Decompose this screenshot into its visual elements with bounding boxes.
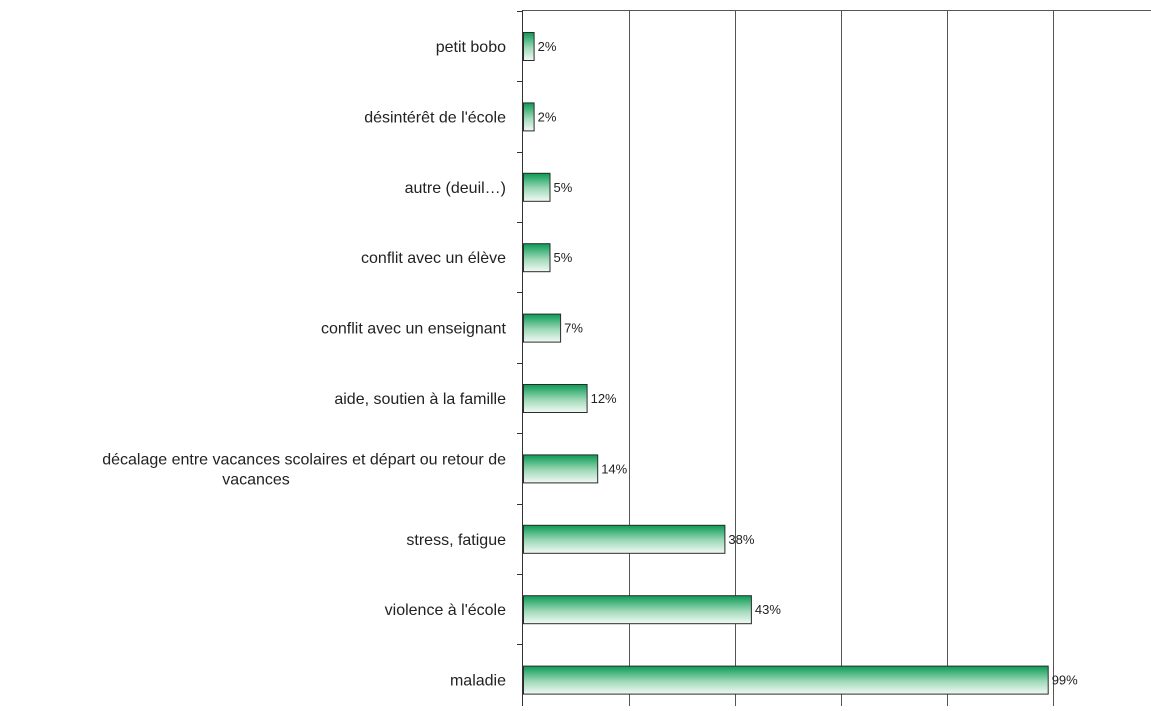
axis-layer [517, 10, 523, 706]
data-label-3: 5% [554, 250, 573, 265]
bar-3 [523, 243, 551, 273]
bar-layer [523, 32, 1049, 695]
category-label-5: aide, soutien à la famille [334, 391, 506, 408]
bar-5 [523, 384, 588, 413]
bar-9 [523, 665, 1049, 695]
data-label-2: 5% [554, 180, 573, 195]
category-label-line: vacances [222, 471, 290, 488]
bar-8 [523, 595, 752, 625]
data-label-7: 38% [728, 532, 754, 547]
bar-7 [523, 524, 726, 554]
bar-6 [523, 454, 599, 484]
data-label-1: 2% [538, 109, 557, 124]
bar-4 [523, 313, 562, 343]
category-label-9: maladie [450, 673, 506, 690]
category-label-6: décalage entre vacances scolaires et dép… [102, 451, 506, 488]
bar-1 [523, 102, 535, 132]
grid-layer [523, 10, 1151, 706]
data-label-6: 14% [601, 461, 627, 476]
category-label-2: autre (deuil…) [405, 180, 506, 197]
label-layer: 2% petit bobo 2% désintérêt de l'école 5% aut… [102, 39, 1078, 690]
category-label-3: conflit avec un élève [361, 250, 506, 267]
data-label-8: 43% [755, 602, 781, 617]
bar-0 [523, 32, 535, 61]
category-label-8: violence à l'école [385, 602, 506, 619]
category-label-7: stress, fatigue [406, 532, 506, 549]
data-label-0: 2% [538, 39, 557, 54]
category-label-1: désintérêt de l'école [364, 109, 506, 126]
data-label-5: 12% [591, 391, 617, 406]
category-label-line: décalage entre vacances scolaires et dép… [102, 451, 506, 468]
category-label-4: conflit avec un enseignant [321, 321, 507, 338]
data-label-4: 7% [564, 321, 583, 336]
category-label-0: petit bobo [436, 39, 506, 56]
data-label-9: 99% [1052, 673, 1078, 688]
bar-2 [523, 172, 551, 202]
